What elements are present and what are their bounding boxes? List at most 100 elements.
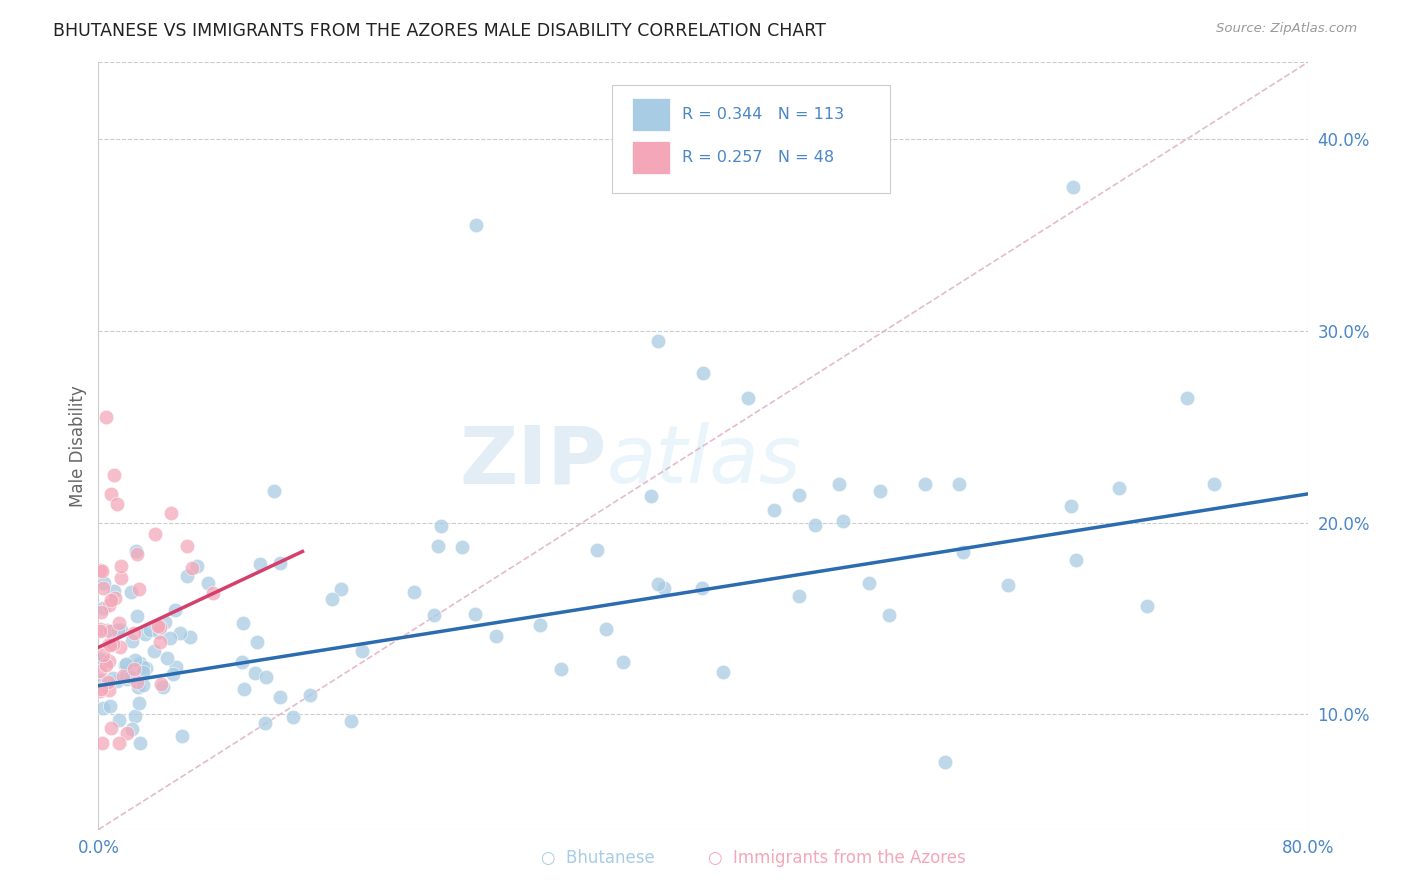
Point	[1202, 477, 1225, 491]
Point	[128, 582, 150, 596]
Point	[299, 688, 322, 702]
Text: ZIP: ZIP	[458, 422, 606, 500]
Point	[647, 334, 669, 348]
Point	[787, 488, 810, 502]
Point	[148, 619, 170, 633]
FancyBboxPatch shape	[613, 86, 890, 193]
Point	[120, 670, 142, 684]
Point	[612, 655, 634, 669]
FancyBboxPatch shape	[631, 98, 671, 131]
Point	[100, 721, 122, 735]
Point	[94, 410, 117, 425]
Point	[107, 616, 129, 631]
Point	[550, 662, 572, 676]
Point	[652, 581, 675, 595]
Text: Source: ZipAtlas.com: Source: ZipAtlas.com	[1216, 22, 1357, 36]
Point	[179, 630, 201, 644]
Point	[202, 586, 225, 600]
Point	[869, 483, 891, 498]
Point	[134, 626, 156, 640]
Point	[254, 716, 277, 731]
Point	[124, 544, 146, 558]
Point	[91, 601, 114, 615]
Point	[243, 666, 266, 681]
Y-axis label: Male Disability: Male Disability	[69, 385, 87, 507]
Point	[464, 607, 486, 621]
Point	[103, 584, 125, 599]
Point	[858, 575, 880, 590]
Point	[125, 609, 148, 624]
Point	[281, 710, 304, 724]
Point	[89, 665, 111, 679]
Point	[98, 654, 121, 668]
Point	[713, 665, 735, 680]
Point	[100, 592, 122, 607]
Point	[165, 603, 187, 617]
Text: ○  Bhutanese: ○ Bhutanese	[541, 849, 654, 867]
Point	[112, 669, 135, 683]
Point	[402, 585, 425, 599]
Point	[803, 517, 825, 532]
Point	[122, 659, 145, 673]
Point	[108, 640, 131, 654]
Point	[640, 489, 662, 503]
Point	[114, 658, 136, 673]
Point	[1108, 481, 1130, 495]
Point	[100, 638, 122, 652]
Point	[997, 577, 1019, 591]
Point	[249, 557, 271, 571]
Point	[155, 615, 177, 630]
Point	[89, 623, 111, 637]
Point	[115, 657, 138, 671]
FancyBboxPatch shape	[631, 142, 671, 174]
Point	[125, 675, 148, 690]
Point	[108, 713, 131, 727]
Point	[828, 477, 851, 491]
Point	[105, 496, 128, 510]
Text: R = 0.344   N = 113: R = 0.344 N = 113	[682, 107, 845, 122]
Point	[1060, 500, 1083, 514]
Point	[427, 539, 450, 553]
Text: atlas: atlas	[606, 422, 801, 500]
Point	[132, 660, 155, 674]
Point	[232, 682, 254, 697]
Point	[948, 477, 970, 491]
Point	[165, 659, 187, 673]
Point	[100, 487, 122, 501]
Point	[159, 632, 181, 646]
Point	[465, 219, 488, 233]
Point	[879, 608, 901, 623]
Point	[172, 729, 194, 743]
Point	[169, 626, 191, 640]
Point	[156, 651, 179, 665]
Point	[105, 673, 128, 688]
Point	[269, 556, 291, 570]
Point	[90, 605, 112, 619]
Point	[350, 644, 373, 658]
Point	[340, 714, 363, 729]
Point	[149, 677, 172, 691]
Point	[787, 589, 810, 603]
Point	[100, 698, 122, 713]
Point	[124, 653, 146, 667]
Point	[132, 678, 155, 692]
Point	[98, 637, 121, 651]
Point	[692, 366, 714, 380]
Point	[129, 736, 152, 750]
Point	[89, 624, 111, 638]
Point	[148, 634, 170, 648]
Point	[585, 543, 607, 558]
Point	[108, 736, 131, 750]
Point	[143, 527, 166, 541]
Point	[122, 662, 145, 676]
Point	[89, 651, 111, 665]
Point	[152, 680, 174, 694]
Text: BHUTANESE VS IMMIGRANTS FROM THE AZORES MALE DISABILITY CORRELATION CHART: BHUTANESE VS IMMIGRANTS FROM THE AZORES …	[53, 22, 827, 40]
Point	[91, 654, 114, 668]
Text: ○  Immigrants from the Azores: ○ Immigrants from the Azores	[707, 849, 966, 867]
Point	[91, 648, 114, 662]
Point	[232, 615, 254, 630]
Point	[1062, 180, 1084, 194]
Point	[89, 673, 111, 687]
Point	[128, 696, 150, 710]
